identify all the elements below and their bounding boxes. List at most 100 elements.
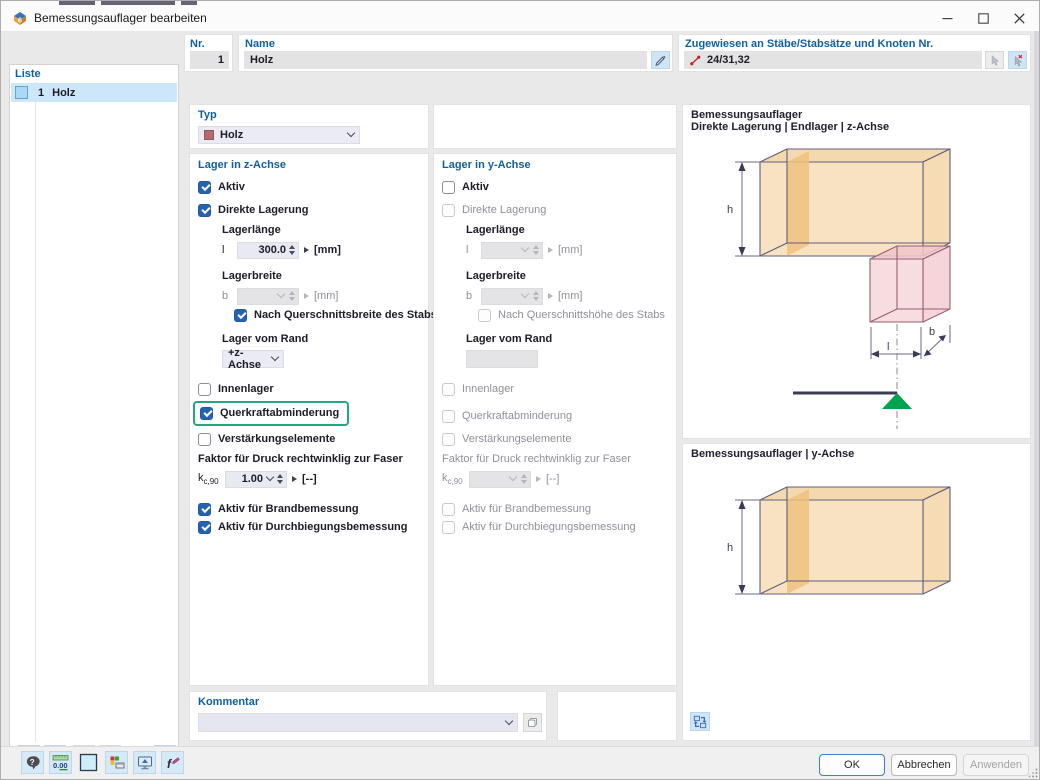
comment-label: Kommentar (198, 696, 260, 708)
z-length-input[interactable]: 300.0 (237, 241, 299, 259)
apply-button[interactable]: Anwenden (963, 754, 1029, 776)
y-aktiv-label: Aktiv (462, 181, 489, 193)
y-aktiv-row[interactable]: Aktiv (442, 179, 489, 195)
typ-dropdown[interactable]: Holz (198, 126, 360, 144)
spinner-icon[interactable] (277, 474, 283, 484)
spinner-icon (521, 474, 527, 484)
y-kc90-unit: [--] (546, 473, 560, 485)
list-column-divider (35, 82, 36, 742)
display-properties-button[interactable] (105, 751, 128, 774)
formula-button[interactable]: f (161, 751, 184, 774)
spinner-icon[interactable] (289, 245, 295, 255)
z-width-row: b [mm] (222, 287, 338, 305)
chevron-down-icon (265, 472, 275, 482)
checkbox-unchecked-icon[interactable] (442, 180, 455, 194)
resize-grip[interactable] (1028, 768, 1038, 778)
z-nach-breite-row[interactable]: Nach Querschnittsbreite des Stabs (234, 307, 437, 323)
z-durchbiegung-label: Aktiv für Durchbiegungsbemessung (218, 521, 408, 533)
y-brand-row: Aktiv für Brandbemessung (442, 501, 591, 517)
z-rand-label: Lager vom Rand (222, 333, 309, 345)
spinner-icon (289, 291, 295, 301)
z-durchbiegung-row[interactable]: Aktiv für Durchbiegungsbemessung (198, 519, 407, 535)
checkbox-checked-icon[interactable] (234, 308, 247, 322)
y-direkte-row: Direkte Lagerung (442, 202, 546, 218)
maximize-button[interactable] (965, 6, 1001, 31)
list-item-color-square (15, 86, 28, 99)
nr-input[interactable]: 1 (190, 51, 229, 69)
checkbox-disabled-icon (442, 382, 455, 396)
close-button[interactable] (1001, 6, 1037, 31)
chevron-down-icon (520, 243, 530, 253)
checkbox-checked-icon[interactable] (198, 180, 211, 194)
copy-comment-button[interactable] (523, 713, 542, 732)
clear-selection-button[interactable] (1008, 51, 1027, 69)
info-comment-button[interactable]: ? (21, 751, 44, 774)
nr-value: 1 (217, 54, 224, 66)
checkbox-checked-icon[interactable] (198, 520, 211, 534)
checkbox-unchecked-icon[interactable] (198, 432, 211, 446)
pick-objects-button[interactable] (985, 51, 1004, 69)
svg-text:?: ? (30, 758, 35, 767)
z-rand-dropdown[interactable]: +z-Achse (222, 347, 284, 371)
z-querkraft-label: Querkraftabminderung (220, 407, 340, 419)
z-innenlager-row[interactable]: Innenlager (198, 381, 274, 397)
z-brand-row[interactable]: Aktiv für Brandbemessung (198, 501, 359, 517)
expand-arrow-icon[interactable] (304, 247, 309, 253)
z-direkte-row[interactable]: Direkte Lagerung (198, 202, 308, 218)
z-aktiv-row[interactable]: Aktiv (198, 179, 245, 195)
expand-arrow-icon[interactable] (292, 476, 297, 482)
maximize-icon (977, 13, 989, 24)
comment-dropdown[interactable] (198, 713, 518, 732)
color-button[interactable] (77, 751, 100, 774)
checkbox-disabled-icon (442, 203, 455, 217)
pencil-icon (655, 55, 666, 66)
assigned-input[interactable]: 24/31,32 (684, 51, 982, 69)
typ-label: Typ (198, 109, 217, 121)
y-verstaerkung-label: Verstärkungselemente (462, 433, 572, 445)
y-verstaerkung-row: Verstärkungselemente (442, 431, 571, 447)
y-length-row: l [mm] (466, 241, 583, 259)
y-durchbiegung-label: Aktiv für Durchbiegungsbemessung (462, 521, 636, 533)
checkbox-unchecked-icon[interactable] (198, 382, 211, 396)
y-lagerlaenge-label: Lagerlänge (466, 224, 525, 236)
minimize-button[interactable] (929, 6, 965, 31)
ok-button[interactable]: OK (819, 754, 885, 776)
y-l-symbol: l (466, 244, 469, 256)
color-swatch-icon (79, 753, 98, 772)
support-triangle (882, 393, 912, 409)
y-rand-label: Lager vom Rand (466, 333, 553, 345)
z-section-title: Lager in z-Achse (198, 159, 287, 171)
nr-label: Nr. (190, 38, 205, 50)
dim-l-label: l (887, 341, 889, 353)
checkbox-disabled-icon (442, 520, 455, 534)
svg-text:6: 6 (18, 16, 22, 25)
sync-icon (693, 715, 707, 728)
z-faktor-label: Faktor für Druck rechtwinklig zur Faser (198, 453, 403, 465)
z-brand-label: Aktiv für Brandbemessung (218, 503, 359, 515)
y-nach-hoehe-label: Nach Querschnittshöhe des Stabs (498, 309, 665, 321)
z-l-symbol: l (222, 244, 225, 256)
checkbox-disabled-icon (442, 502, 455, 516)
z-kc90-input[interactable]: 1.00 (225, 470, 287, 488)
sync-graphic-button[interactable] (690, 712, 710, 731)
z-querkraft-row[interactable]: Querkraftabminderung (200, 405, 339, 421)
z-verstaerkung-row[interactable]: Verstärkungselemente (198, 431, 335, 447)
checkbox-checked-icon[interactable] (198, 203, 211, 217)
expand-arrow-icon (304, 293, 309, 299)
graphic-panel-z: Bemessungsauflager Direkte Lagerung | En… (682, 104, 1031, 439)
list-item-holz[interactable]: 1 Holz (11, 83, 177, 102)
name-input[interactable]: Holz (244, 51, 647, 69)
clear-pick-cursor-icon (1014, 54, 1023, 67)
cancel-button[interactable]: Abbrechen (891, 754, 957, 776)
y-b-symbol: b (466, 290, 473, 302)
spinner-icon (533, 245, 539, 255)
checkbox-checked-icon[interactable] (200, 406, 213, 420)
screen-capture-button[interactable] (133, 751, 156, 774)
y-length-unit: [mm] (558, 244, 583, 256)
footer-bar: ? 0.00 (1, 746, 1039, 779)
z-length-value: 300.0 (258, 244, 286, 256)
units-settings-button[interactable]: 0.00 (49, 751, 72, 774)
edit-name-button[interactable] (651, 51, 670, 69)
checkbox-checked-icon[interactable] (198, 502, 211, 516)
graphic-panel-y: Bemessungsauflager | y-Achse (682, 443, 1031, 741)
